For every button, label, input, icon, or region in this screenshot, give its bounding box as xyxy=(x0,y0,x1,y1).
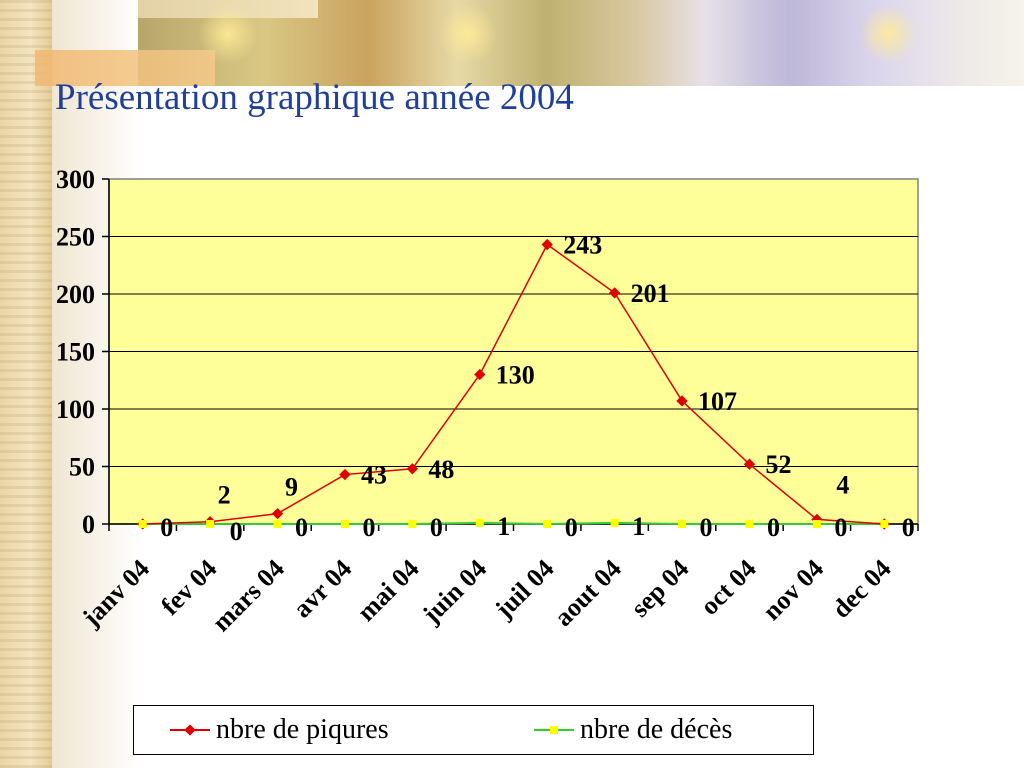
series-line-piqures xyxy=(142,243,885,525)
data-point-piqures xyxy=(743,458,756,470)
data-point-deces xyxy=(880,520,889,528)
data-label-piqures: 52 xyxy=(765,450,791,479)
x-tick-label: juil 04 xyxy=(489,554,560,625)
data-point-deces xyxy=(475,518,484,527)
data-label-piqures: 48 xyxy=(428,455,454,484)
data-point-piqures xyxy=(406,463,419,475)
x-tick-label: dec 04 xyxy=(826,554,896,624)
data-point-deces xyxy=(812,520,821,528)
y-tick-label: 0 xyxy=(82,510,95,539)
y-tick-label: 200 xyxy=(56,280,95,309)
data-point-deces xyxy=(543,520,552,528)
data-point-piqures xyxy=(676,395,688,407)
legend-label-deces: nbre de décès xyxy=(580,714,733,745)
data-point-deces xyxy=(745,520,754,528)
data-label-piqures: 0 xyxy=(902,513,915,542)
orange-accent-band xyxy=(35,50,215,86)
slide-title: Présentation graphique année 2004 xyxy=(55,77,574,118)
data-point-deces xyxy=(138,520,147,528)
data-label-deces: 1 xyxy=(632,512,645,541)
y-tick-label: 100 xyxy=(56,395,95,424)
data-label-piqures: 201 xyxy=(631,279,670,308)
y-tick-label: 250 xyxy=(56,223,95,252)
left-parchment-strip xyxy=(0,0,52,768)
data-label-deces: 0 xyxy=(295,513,308,542)
data-point-deces xyxy=(273,520,282,528)
data-point-deces xyxy=(408,520,417,528)
data-point-piqures xyxy=(339,468,351,481)
data-point-piqures xyxy=(474,368,486,381)
y-tick-label: 50 xyxy=(69,453,95,482)
data-label-deces: 0 xyxy=(362,513,375,542)
y-tick-label: 150 xyxy=(56,338,95,367)
series-line-deces xyxy=(142,521,885,526)
data-point-deces xyxy=(610,518,619,527)
legend-swatch-deces xyxy=(534,720,574,740)
legend-item-deces: nbre de décès xyxy=(534,714,732,746)
x-tick-label: sep 04 xyxy=(625,554,694,623)
x-tick-label: mai 04 xyxy=(352,554,425,627)
legend-item-piqures: nbre de piqures xyxy=(170,714,389,746)
x-tick-label: mars 04 xyxy=(206,554,289,637)
y-tick-label: 300 xyxy=(56,165,95,194)
x-tick-label: oct 04 xyxy=(695,554,762,621)
chart-legend: nbre de piqures nbre de décès xyxy=(133,705,814,755)
data-label-deces: 0 xyxy=(834,513,847,542)
x-tick-label: nov 04 xyxy=(757,554,829,626)
data-label-piqures: 2 xyxy=(218,481,231,510)
banner-leaf-decoration xyxy=(438,4,498,64)
data-label-piqures: 130 xyxy=(496,361,535,390)
data-label-deces: 0 xyxy=(230,517,243,546)
data-label-piqures: 43 xyxy=(361,461,387,490)
legend-swatch-piqures xyxy=(170,720,210,740)
data-label-piqures: 9 xyxy=(285,473,298,502)
x-tick-label: aout 04 xyxy=(549,554,627,632)
data-point-piqures xyxy=(541,238,553,251)
banner-leaf-decoration xyxy=(858,4,918,64)
data-label-deces: 0 xyxy=(700,513,713,542)
data-point-deces xyxy=(340,520,349,528)
data-label-piqures: 4 xyxy=(836,470,849,499)
data-label-piqures: 243 xyxy=(563,231,602,260)
data-label-deces: 1 xyxy=(497,512,510,541)
data-label-piqures: 0 xyxy=(160,513,173,542)
data-point-deces xyxy=(206,520,215,528)
legend-label-piqures: nbre de piqures xyxy=(216,714,389,745)
x-tick-label: juin 04 xyxy=(416,554,492,630)
data-label-deces: 0 xyxy=(430,513,443,542)
data-label-deces: 0 xyxy=(565,513,578,542)
x-tick-label: avr 04 xyxy=(287,554,357,624)
data-point-deces xyxy=(678,520,687,528)
data-label-piqures: 107 xyxy=(698,387,737,416)
data-point-piqures xyxy=(608,287,621,299)
top-decorative-banner xyxy=(138,0,1024,86)
data-label-deces: 0 xyxy=(767,513,780,542)
x-tick-label: janv 04 xyxy=(76,554,155,633)
